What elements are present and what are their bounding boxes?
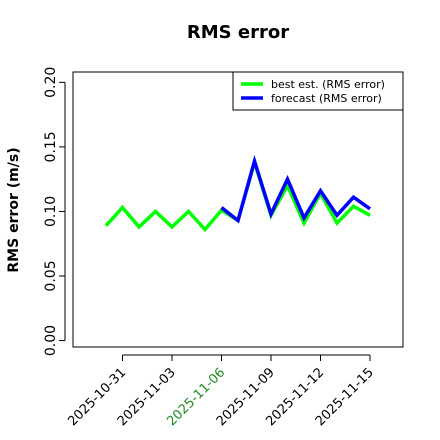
y-axis-label: RMS error (m/s) (6, 147, 22, 272)
series-line (220, 154, 372, 224)
y-tick-label: 0.05 (43, 260, 59, 291)
y-tick-label: 0.00 (43, 325, 59, 356)
y-tick-label: 0.20 (43, 67, 59, 98)
legend-label: best est. (RMS error) (271, 78, 385, 91)
legend-box (232, 71, 404, 111)
y-tick-label: 0.15 (43, 131, 59, 162)
legend-label: forecast (RMS error) (271, 92, 382, 105)
chart-title: RMS error (187, 22, 289, 43)
y-tick-label: 0.10 (43, 196, 59, 227)
